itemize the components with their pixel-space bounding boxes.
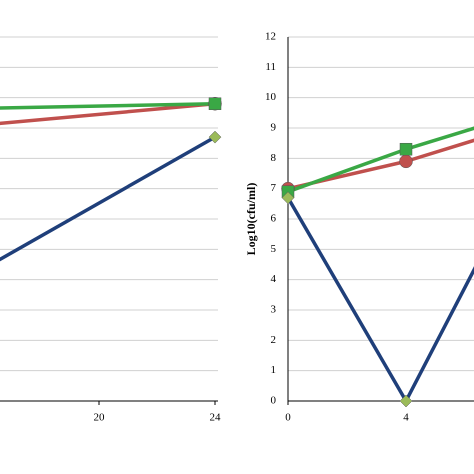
y-tick-label: 7 <box>271 182 277 194</box>
y-tick-label: 5 <box>271 243 277 255</box>
x-tick-label: 0 <box>285 412 291 424</box>
y-tick-label: 12 <box>265 31 276 43</box>
x-tick-label: 20 <box>94 412 106 424</box>
series-line <box>0 101 216 126</box>
point <box>399 154 413 169</box>
x-tick-label: 4 <box>403 412 409 424</box>
point <box>208 97 222 110</box>
y-tick-label: 1 <box>271 364 277 376</box>
y-tick-label: 0 <box>271 395 277 407</box>
y-tick-label: 8 <box>271 152 277 164</box>
series-line <box>286 196 474 403</box>
y-tick-label: 11 <box>265 61 276 73</box>
point <box>281 191 295 205</box>
panel: 20 24 <box>0 36 222 424</box>
y-tick-label: 3 <box>271 304 277 316</box>
series-line <box>0 101 216 110</box>
y-axis-title: Log10(cfu/ml) <box>244 183 258 256</box>
y-tick-label: 10 <box>265 91 277 103</box>
y-tick-label: 2 <box>271 334 277 346</box>
y-tick-label: 9 <box>271 122 277 134</box>
point <box>399 394 413 408</box>
x-tick-label: 24 <box>210 412 222 424</box>
point <box>399 142 413 156</box>
y-tick-label: 4 <box>271 273 277 285</box>
point <box>208 130 222 144</box>
series-line <box>287 126 474 194</box>
series-line <box>0 135 216 262</box>
y-tick-label: 6 <box>271 213 277 225</box>
